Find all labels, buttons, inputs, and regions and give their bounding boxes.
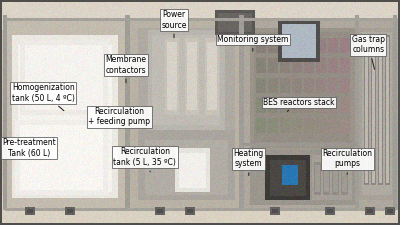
- Text: Heating
system: Heating system: [234, 149, 264, 176]
- Text: Recirculation
+ feeding pump: Recirculation + feeding pump: [88, 107, 150, 128]
- Text: Monitoring system: Monitoring system: [217, 35, 288, 51]
- Text: Homogenization
tank (50 L, 4 ºC): Homogenization tank (50 L, 4 ºC): [12, 83, 75, 111]
- Text: Recirculation
pumps: Recirculation pumps: [322, 149, 372, 174]
- Text: BES reactors stack: BES reactors stack: [264, 98, 335, 111]
- Text: Pre-treatment
Tank (60 L): Pre-treatment Tank (60 L): [2, 138, 56, 158]
- Text: Gas trap
columns: Gas trap columns: [352, 35, 385, 69]
- Text: Recirculation
tank (5 L, 35 ºC): Recirculation tank (5 L, 35 ºC): [113, 147, 176, 172]
- Text: Membrane
contactors: Membrane contactors: [106, 55, 146, 83]
- Text: Power
source: Power source: [161, 10, 187, 38]
